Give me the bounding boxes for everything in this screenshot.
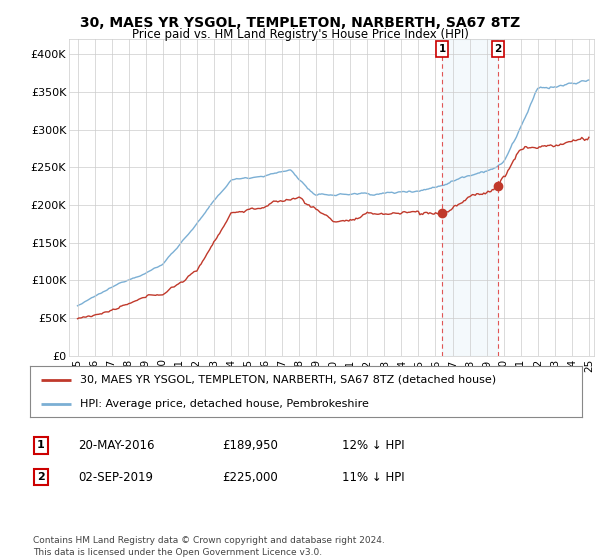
Text: £225,000: £225,000	[222, 470, 278, 484]
Text: 30, MAES YR YSGOL, TEMPLETON, NARBERTH, SA67 8TZ: 30, MAES YR YSGOL, TEMPLETON, NARBERTH, …	[80, 16, 520, 30]
Text: 2: 2	[494, 44, 502, 54]
Text: Price paid vs. HM Land Registry's House Price Index (HPI): Price paid vs. HM Land Registry's House …	[131, 28, 469, 41]
Text: 2: 2	[37, 472, 44, 482]
Text: 11% ↓ HPI: 11% ↓ HPI	[342, 470, 404, 484]
Text: 1: 1	[439, 44, 446, 54]
Text: 12% ↓ HPI: 12% ↓ HPI	[342, 438, 404, 452]
Text: 20-MAY-2016: 20-MAY-2016	[78, 438, 155, 452]
Text: HPI: Average price, detached house, Pembrokeshire: HPI: Average price, detached house, Pemb…	[80, 399, 368, 409]
Text: £189,950: £189,950	[222, 438, 278, 452]
Text: 02-SEP-2019: 02-SEP-2019	[78, 470, 153, 484]
Bar	[442, 39, 498, 356]
Text: 30, MAES YR YSGOL, TEMPLETON, NARBERTH, SA67 8TZ (detached house): 30, MAES YR YSGOL, TEMPLETON, NARBERTH, …	[80, 375, 496, 385]
Text: Contains HM Land Registry data © Crown copyright and database right 2024.
This d: Contains HM Land Registry data © Crown c…	[33, 536, 385, 557]
Text: 1: 1	[37, 440, 44, 450]
